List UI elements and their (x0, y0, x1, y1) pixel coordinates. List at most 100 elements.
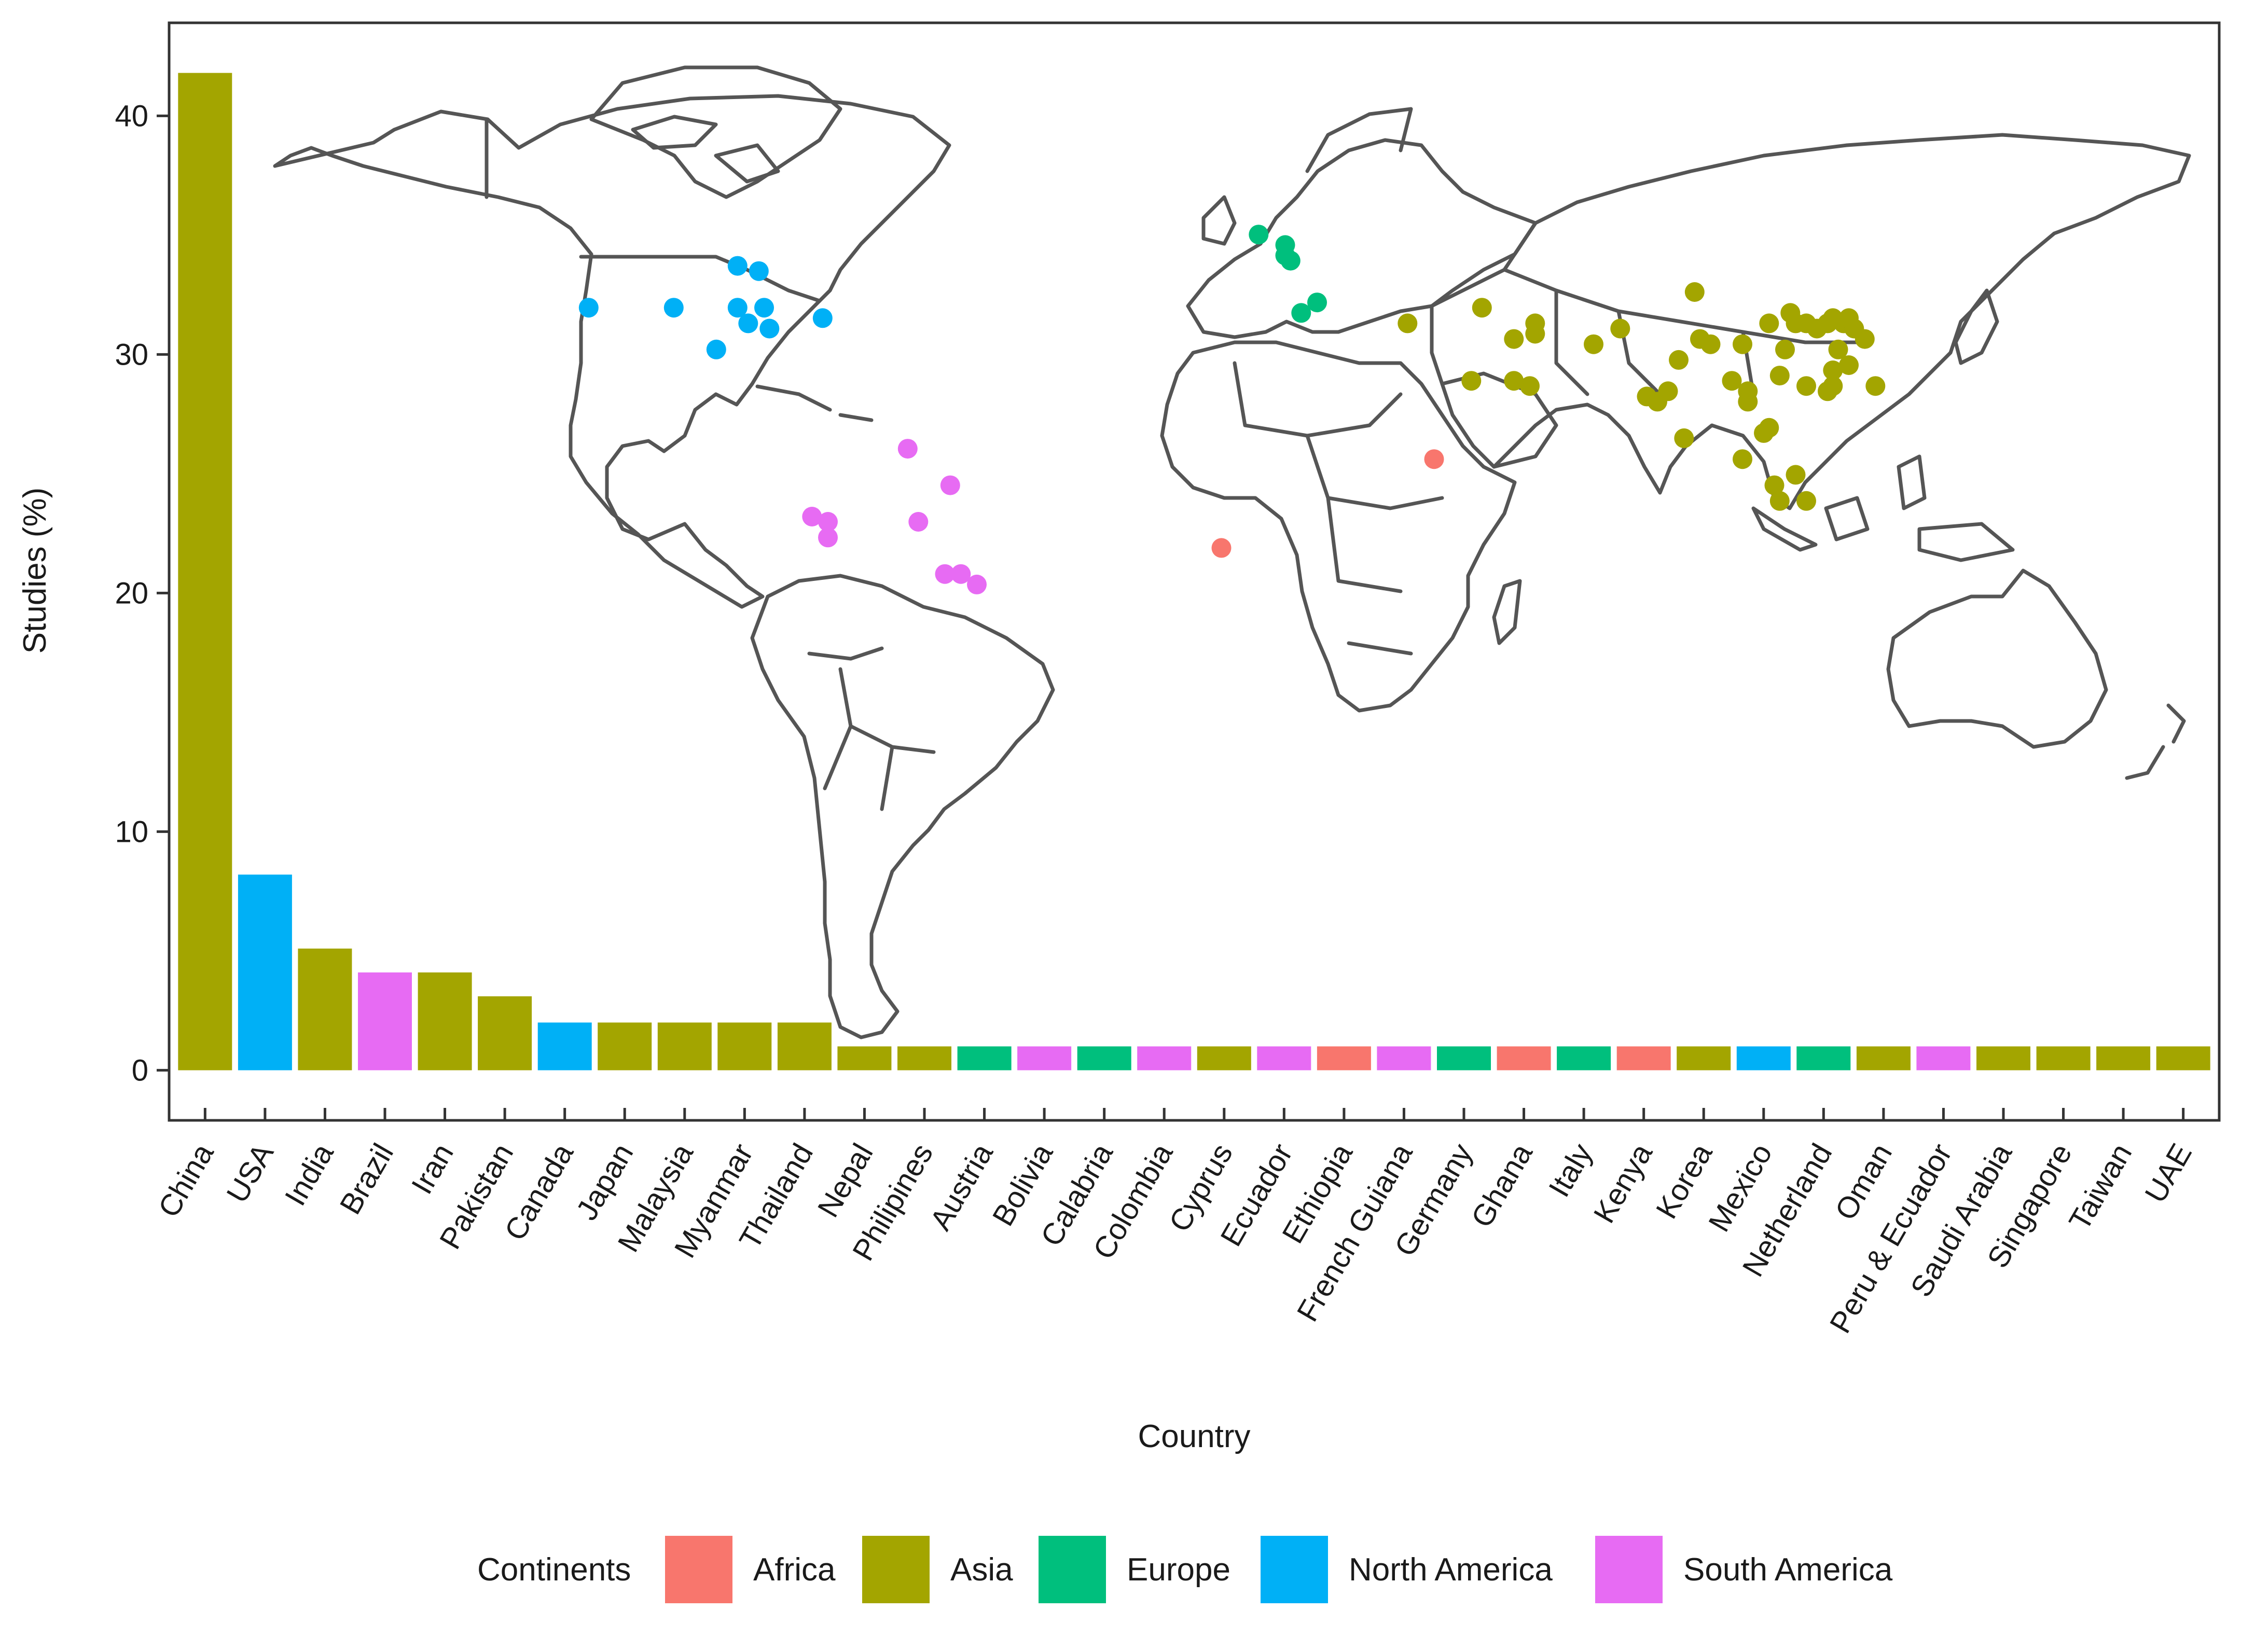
map-point (1796, 376, 1816, 396)
x-tick-label: UAE (2138, 1138, 2198, 1209)
bar-myanmar (717, 1022, 772, 1071)
x-tick-label: Kenya (1587, 1137, 1659, 1229)
map-point (1424, 449, 1444, 469)
bar-canada (537, 1022, 592, 1071)
map-africa (1160, 340, 1517, 713)
map-south-america-borders (807, 646, 936, 811)
map-point (749, 261, 769, 281)
y-tick-label: 10 (115, 815, 148, 849)
bar-brazil (358, 972, 412, 1071)
map-point (1823, 360, 1843, 380)
bar-india (298, 948, 352, 1071)
map-point (967, 574, 987, 594)
bar-nepal (837, 1046, 892, 1071)
map-point (951, 564, 971, 584)
map-point (1818, 381, 1837, 401)
bar-bolivia (1017, 1046, 1072, 1071)
map-point (1472, 298, 1492, 318)
bar-italy (1557, 1046, 1611, 1071)
map-point (802, 507, 822, 526)
legend-key-europe (1039, 1536, 1106, 1603)
map-point (1307, 293, 1327, 313)
map-point (1700, 334, 1721, 354)
map-point (1855, 329, 1875, 349)
bar-china (178, 73, 232, 1071)
map-north-america (273, 94, 951, 609)
map-point (578, 298, 599, 318)
x-tick-label: India (278, 1137, 340, 1211)
map-point (1504, 371, 1524, 391)
map-point (1520, 376, 1540, 396)
map-madagascar (1492, 579, 1522, 645)
bar-thailand (777, 1022, 832, 1071)
bar-korea (1677, 1046, 1731, 1071)
y-tick-label: 20 (115, 576, 148, 610)
map-point (663, 298, 684, 318)
map-us-canada-border (579, 255, 822, 303)
y-axis: 0 10 20 30 40 (115, 99, 169, 1087)
map-point (1796, 491, 1816, 511)
bar-calabria (1077, 1046, 1131, 1071)
map-asia (1430, 133, 2191, 510)
map-point (1828, 339, 1848, 359)
y-tick-label: 30 (115, 338, 148, 371)
map-point (1722, 371, 1742, 391)
bar-germany (1437, 1046, 1491, 1071)
bar-philipines (897, 1046, 951, 1071)
bar-kenya (1616, 1046, 1671, 1071)
map-point (1674, 428, 1694, 448)
y-tick-label: 0 (132, 1053, 148, 1087)
map-point (1525, 324, 1545, 344)
legend-label-south-america: South America (1683, 1552, 1893, 1588)
bar-austria (957, 1046, 1012, 1071)
map-asia-borders (1502, 268, 1870, 396)
map-point (1249, 225, 1269, 245)
legend: Continents Africa Asia Europe North America S… (477, 1536, 1893, 1603)
bar-colombia (1137, 1046, 1192, 1071)
legend-key-south-america (1595, 1536, 1663, 1603)
map-point (727, 298, 748, 318)
bar-singapore (2036, 1046, 2091, 1071)
bar-taiwan (2096, 1046, 2151, 1071)
map-point (1398, 313, 1418, 334)
map-point (1584, 334, 1603, 354)
bar-oman (1856, 1046, 1911, 1071)
bar-ghana (1497, 1046, 1551, 1071)
map-point (1769, 366, 1790, 386)
world-map-inset (273, 65, 2191, 1039)
legend-label-africa: Africa (753, 1552, 836, 1588)
legend-label-north-america: North America (1349, 1552, 1553, 1588)
map-uk (1201, 195, 1237, 246)
map-point (897, 439, 918, 459)
y-tick-label: 40 (115, 99, 148, 133)
map-point (1504, 329, 1524, 349)
bar-iran (418, 972, 472, 1071)
legend-key-asia (862, 1536, 930, 1603)
map-point (1759, 313, 1779, 334)
bar-mexico (1736, 1046, 1791, 1071)
map-point (818, 527, 838, 548)
map-point (727, 256, 748, 276)
map-point (1211, 538, 1232, 558)
y-axis-title: Studies (%) (17, 488, 53, 654)
map-point (1738, 392, 1758, 412)
map-south-america (750, 574, 1055, 1039)
map-point (1865, 376, 1886, 396)
bar-saudi-arabia (1976, 1046, 2030, 1071)
map-japan (1954, 288, 1999, 365)
x-tick-label: Ghana (1464, 1137, 1539, 1233)
legend-title: Continents (477, 1552, 631, 1588)
map-point (1291, 303, 1311, 323)
bar-ethiopia (1317, 1046, 1371, 1071)
map-point (1280, 251, 1301, 271)
map-australia (1886, 568, 2108, 749)
map-point (908, 512, 929, 532)
map-point (1461, 371, 1482, 391)
map-point (818, 512, 838, 532)
map-point (1775, 339, 1795, 359)
x-tick-label: Iran (405, 1138, 460, 1200)
map-point (812, 308, 833, 328)
map-point (706, 339, 726, 359)
map-point (1764, 475, 1785, 495)
